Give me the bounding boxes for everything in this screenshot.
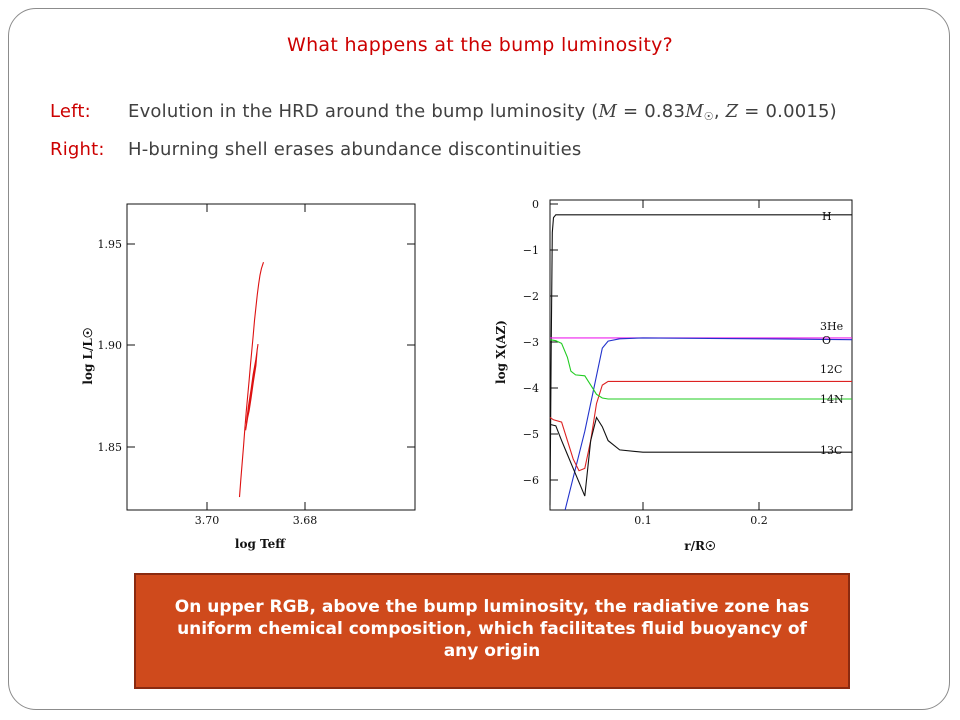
right-text: H-burning shell erases abundance discont… [128,139,582,160]
abundance-ticks [550,200,760,510]
hrd-ylabel: log L/L☉ [81,327,95,384]
sun-symbol: ☉ [703,110,714,123]
callout-text: On upper RGB, above the bump luminosity,… [174,597,810,661]
ab-xlabel: r/R☉ [684,539,716,553]
mass-value: = 0.83 [617,101,686,122]
ab-ylabel: log X(AZ) [494,320,508,384]
mass-symbol: M [598,101,618,122]
hrd-series-0 [238,262,265,498]
hrd-ytick-190: 1.90 [98,339,123,352]
hrd-series-1 [245,344,259,431]
hrd-ytick-195: 1.95 [98,238,123,251]
ab-ytick-6: −6 [523,474,539,487]
left-text: Evolution in the HRD around the bump lum… [128,101,599,122]
label-3he: 3He [820,320,843,333]
ab-xtick-02: 0.2 [750,514,768,527]
hrd-plot-frame [126,203,416,511]
comma: , [713,101,726,122]
ab-series-14n [549,339,852,400]
hrd-xlabel: log Teff [235,537,286,551]
hrd-ticks [127,204,415,510]
metallicity-symbol: Z [725,101,739,122]
hrd-tracks [238,262,265,498]
callout-box: On upper RGB, above the bump luminosity,… [134,573,850,689]
ab-ytick-4: −4 [523,382,539,395]
ab-ytick-1: −1 [523,244,539,257]
abundance-plot-frame [549,199,853,511]
ab-ytick-3: −3 [523,336,539,349]
ab-ytick-5: −5 [523,428,539,441]
abundance-curves [549,214,853,511]
hrd-xtick-368: 3.68 [293,514,318,527]
right-label: Right: [50,139,105,160]
right-description: Right: H-burning shell erases abundance d… [50,139,582,160]
ab-ytick-2: −2 [523,290,539,303]
ab-series-13c [549,416,852,497]
hrd-xtick-370: 3.70 [195,514,220,527]
label-h: H [822,210,832,223]
label-13c: 13C [820,444,842,457]
left-label: Left: [50,101,91,122]
ab-series-12c [549,380,852,472]
abundance-figure: 0 −1 −2 −3 −4 −5 −6 0.1 0.2 r/R☉ log X(A… [494,198,853,553]
ab-xtick-01: 0.1 [634,514,652,527]
label-14n: 14N [820,393,844,406]
ab-series-o [564,337,853,511]
hrd-ytick-185: 1.85 [98,441,123,454]
hrd-figure: 1.95 1.90 1.85 3.70 3.68 log Teff log L/… [81,203,416,551]
label-12c: 12C [820,363,842,376]
solar-mass-symbol: M [685,101,704,122]
metallicity-value: = 0.0015) [738,101,837,122]
ab-series-h [549,214,852,506]
slide-title: What happens at the bump luminosity? [286,34,674,56]
left-description: Left: Evolution in the HRD around the bum… [50,101,837,123]
label-o: O [822,334,831,347]
ab-ytick-0: 0 [532,198,539,211]
